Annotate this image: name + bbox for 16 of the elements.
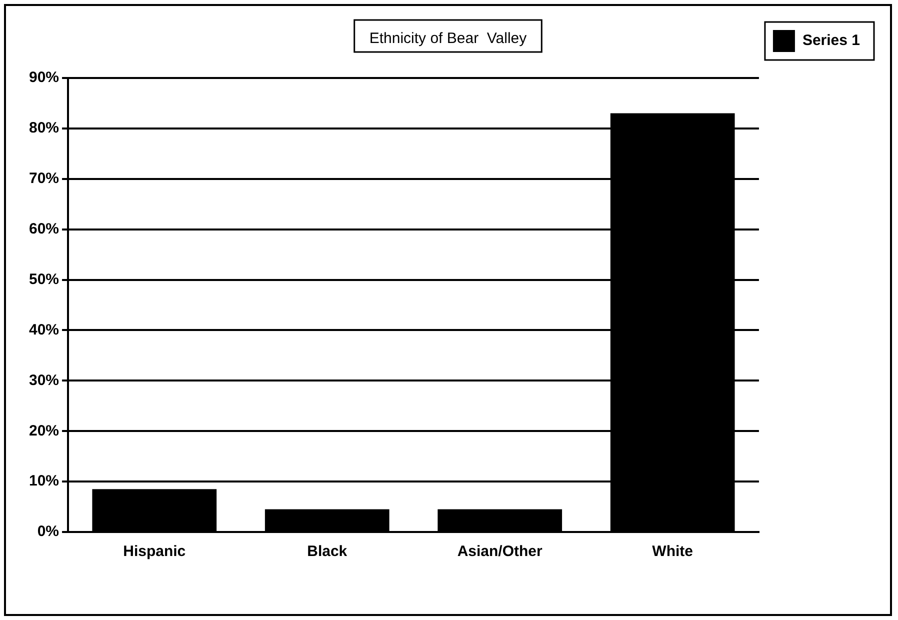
- y-tick-label: 60%: [28, 220, 60, 238]
- y-tick-label: 30%: [28, 372, 60, 389]
- x-tick-label: Black: [307, 543, 348, 560]
- y-tick-label: 70%: [28, 170, 60, 188]
- y-tick-label: 0%: [37, 523, 60, 540]
- y-tick-label: 20%: [28, 422, 60, 440]
- y-tick-label: 90%: [28, 69, 60, 86]
- legend-label: Series 1: [802, 32, 860, 50]
- y-tick-label: 80%: [28, 120, 60, 137]
- x-tick-label: White: [652, 543, 693, 560]
- y-tick-label: 10%: [28, 472, 60, 490]
- x-tick-label: Hispanic: [123, 543, 186, 560]
- chart-title: Ethnicity of Bear Valley: [369, 30, 528, 48]
- x-tick-label: Asian/Other: [457, 543, 543, 560]
- y-tick-label: 40%: [28, 321, 60, 338]
- y-tick-label: 50%: [28, 270, 60, 288]
